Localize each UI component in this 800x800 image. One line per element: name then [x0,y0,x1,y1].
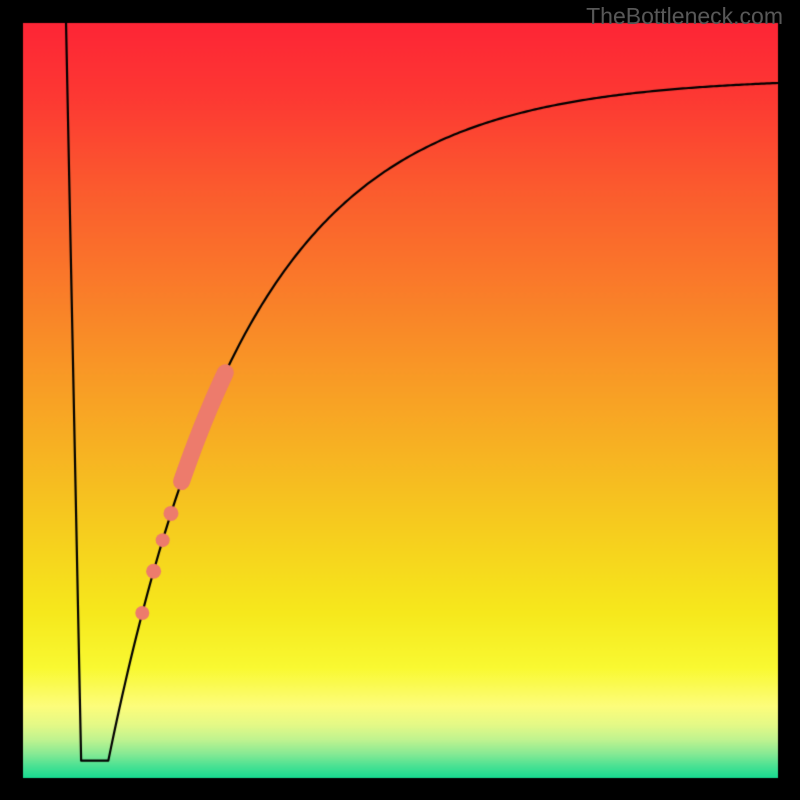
chart-stage: TheBottleneck.com [0,0,800,800]
bottleneck-curve-chart [0,0,800,800]
